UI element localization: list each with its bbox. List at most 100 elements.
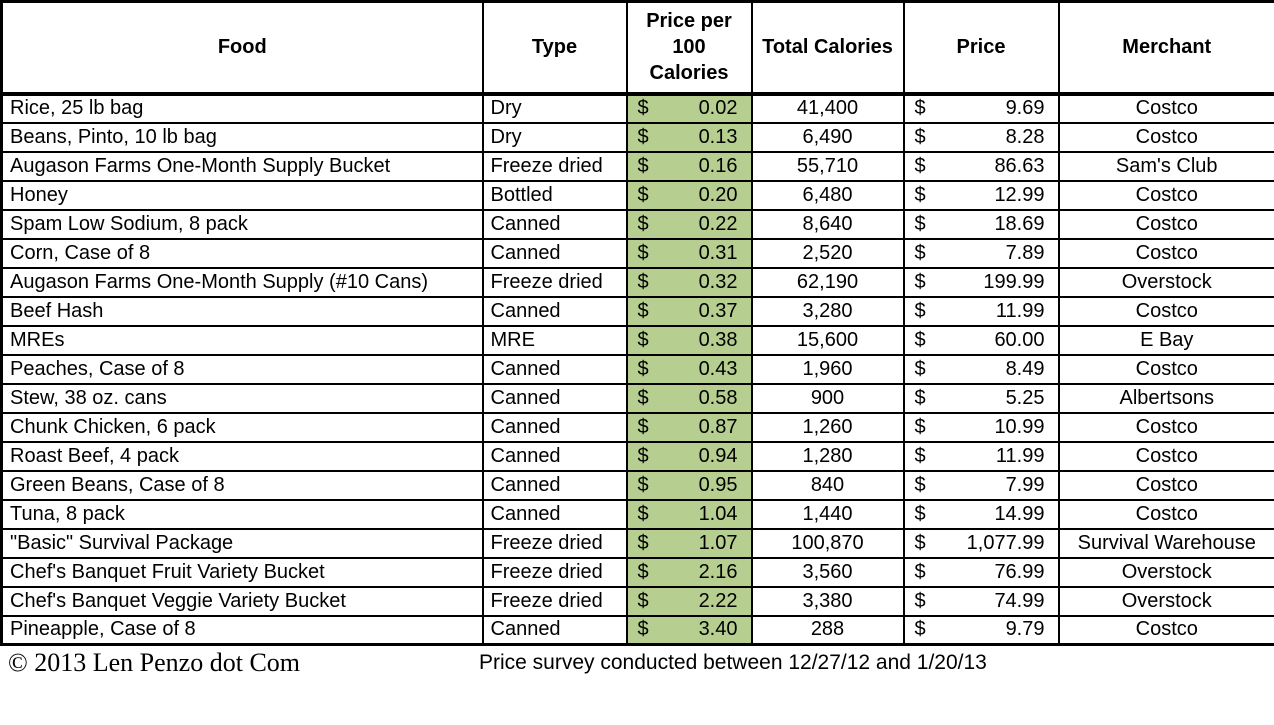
cell-price-per-100-calories: $ 0.94 <box>625 440 753 472</box>
cell-food: Chunk Chicken, 6 pack <box>0 411 484 443</box>
table-row: Augason Farms One-Month Supply (#10 Cans… <box>0 266 1274 298</box>
cell-food: MREs <box>0 324 484 356</box>
table-row: Chef's Banquet Fruit Variety Bucket Free… <box>0 556 1274 588</box>
table-row: Augason Farms One-Month Supply Bucket Fr… <box>0 150 1274 182</box>
cell-type: Canned <box>481 295 628 327</box>
cell-total-calories: 2,520 <box>750 237 905 269</box>
cell-merchant: E Bay <box>1057 324 1274 356</box>
price-value: 18.69 <box>994 212 1045 235</box>
cell-price: $ 9.79 <box>902 614 1060 646</box>
cell-price: $ 76.99 <box>902 556 1060 588</box>
cell-price-per-100-calories: $ 0.87 <box>625 411 753 443</box>
cell-food: Pineapple, Case of 8 <box>0 614 484 646</box>
price-value: 7.99 <box>1005 473 1045 496</box>
table-row: Honey Bottled $ 0.20 6,480 $ 12.99 Costc… <box>0 179 1274 211</box>
cell-merchant: Survival Warehouse <box>1057 527 1274 559</box>
dollar-sign: $ <box>637 502 649 525</box>
dollar-sign: $ <box>914 473 926 496</box>
dollar-sign: $ <box>637 212 649 235</box>
cell-total-calories: 3,560 <box>750 556 905 588</box>
table-row: Rice, 25 lb bag Dry $ 0.02 41,400 $ 9.69… <box>0 92 1274 124</box>
table-row: Corn, Case of 8 Canned $ 0.31 2,520 $ 7.… <box>0 237 1274 269</box>
cell-price: $ 199.99 <box>902 266 1060 298</box>
cell-total-calories: 1,960 <box>750 353 905 385</box>
cell-price-per-100-calories: $ 2.16 <box>625 556 753 588</box>
cell-type: Canned <box>481 411 628 443</box>
table-row: Peaches, Case of 8 Canned $ 0.43 1,960 $… <box>0 353 1274 385</box>
cell-food: Honey <box>0 179 484 211</box>
cell-price-per-100-calories: $ 0.37 <box>625 295 753 327</box>
cell-food: Beef Hash <box>0 295 484 327</box>
dollar-sign: $ <box>637 270 649 293</box>
cell-price-per-100-calories: $ 1.04 <box>625 498 753 530</box>
cell-food: Augason Farms One-Month Supply Bucket <box>0 150 484 182</box>
column-header-type: Type <box>481 0 628 96</box>
table-row: Stew, 38 oz. cans Canned $ 0.58 900 $ 5.… <box>0 382 1274 414</box>
price-value: 76.99 <box>994 560 1045 583</box>
cell-merchant: Albertsons <box>1057 382 1274 414</box>
column-header-price: Price <box>902 0 1060 96</box>
cell-food: Green Beans, Case of 8 <box>0 469 484 501</box>
cell-food: Augason Farms One-Month Supply (#10 Cans… <box>0 266 484 298</box>
cell-price-per-100-calories: $ 0.20 <box>625 179 753 211</box>
cell-food: Chef's Banquet Veggie Variety Bucket <box>0 585 484 617</box>
price-value: 60.00 <box>994 328 1045 351</box>
price-value: 1,077.99 <box>966 531 1045 554</box>
price-per-100-calories-value: 0.02 <box>698 97 738 119</box>
dollar-sign: $ <box>637 444 649 467</box>
cell-merchant: Costco <box>1057 92 1274 124</box>
cell-type: Freeze dried <box>481 556 628 588</box>
price-per-100-calories-value: 0.37 <box>698 299 738 322</box>
dollar-sign: $ <box>637 154 649 177</box>
dollar-sign: $ <box>637 299 649 322</box>
cell-total-calories: 1,440 <box>750 498 905 530</box>
price-value: 11.99 <box>995 444 1045 467</box>
table-row: Chunk Chicken, 6 pack Canned $ 0.87 1,26… <box>0 411 1274 443</box>
price-value: 7.89 <box>1005 241 1045 264</box>
cell-merchant: Overstock <box>1057 556 1274 588</box>
cell-merchant: Costco <box>1057 469 1274 501</box>
dollar-sign: $ <box>914 618 926 641</box>
cell-type: MRE <box>481 324 628 356</box>
dollar-sign: $ <box>637 125 649 148</box>
cell-price-per-100-calories: $ 1.07 <box>625 527 753 559</box>
dollar-sign: $ <box>914 328 926 351</box>
cell-price: $ 5.25 <box>902 382 1060 414</box>
price-per-100-calories-value: 2.22 <box>698 589 738 612</box>
cell-type: Bottled <box>481 179 628 211</box>
cell-type: Canned <box>481 353 628 385</box>
price-per-100-calories-value: 0.43 <box>698 357 738 380</box>
cell-total-calories: 6,490 <box>750 121 905 153</box>
price-value: 8.28 <box>1005 125 1045 148</box>
cell-price-per-100-calories: $ 0.38 <box>625 324 753 356</box>
cell-merchant: Costco <box>1057 121 1274 153</box>
cell-price-per-100-calories: $ 2.22 <box>625 585 753 617</box>
cell-price-per-100-calories: $ 0.43 <box>625 353 753 385</box>
cell-price: $ 8.49 <box>902 353 1060 385</box>
cell-total-calories: 62,190 <box>750 266 905 298</box>
cell-price: $ 60.00 <box>902 324 1060 356</box>
price-value: 86.63 <box>994 154 1045 177</box>
table-row: Spam Low Sodium, 8 pack Canned $ 0.22 8,… <box>0 208 1274 240</box>
cell-price: $ 1,077.99 <box>902 527 1060 559</box>
cell-merchant: Costco <box>1057 411 1274 443</box>
price-per-100-calories-value: 1.07 <box>698 531 738 554</box>
cell-merchant: Costco <box>1057 208 1274 240</box>
table-row: Green Beans, Case of 8 Canned $ 0.95 840… <box>0 469 1274 501</box>
cell-total-calories: 1,280 <box>750 440 905 472</box>
dollar-sign: $ <box>914 125 926 148</box>
cell-food: Corn, Case of 8 <box>0 237 484 269</box>
price-per-100-calories-value: 0.38 <box>698 328 738 351</box>
cell-merchant: Costco <box>1057 614 1274 646</box>
cell-total-calories: 15,600 <box>750 324 905 356</box>
cell-price-per-100-calories: $ 0.58 <box>625 382 753 414</box>
dollar-sign: $ <box>914 299 926 322</box>
cell-price: $ 86.63 <box>902 150 1060 182</box>
dollar-sign: $ <box>914 589 926 612</box>
price-per-100-calories-value: 2.16 <box>698 560 738 583</box>
cell-merchant: Costco <box>1057 179 1274 211</box>
cell-total-calories: 55,710 <box>750 150 905 182</box>
price-per-100-calories-value: 0.31 <box>698 241 738 264</box>
cell-price: $ 7.89 <box>902 237 1060 269</box>
